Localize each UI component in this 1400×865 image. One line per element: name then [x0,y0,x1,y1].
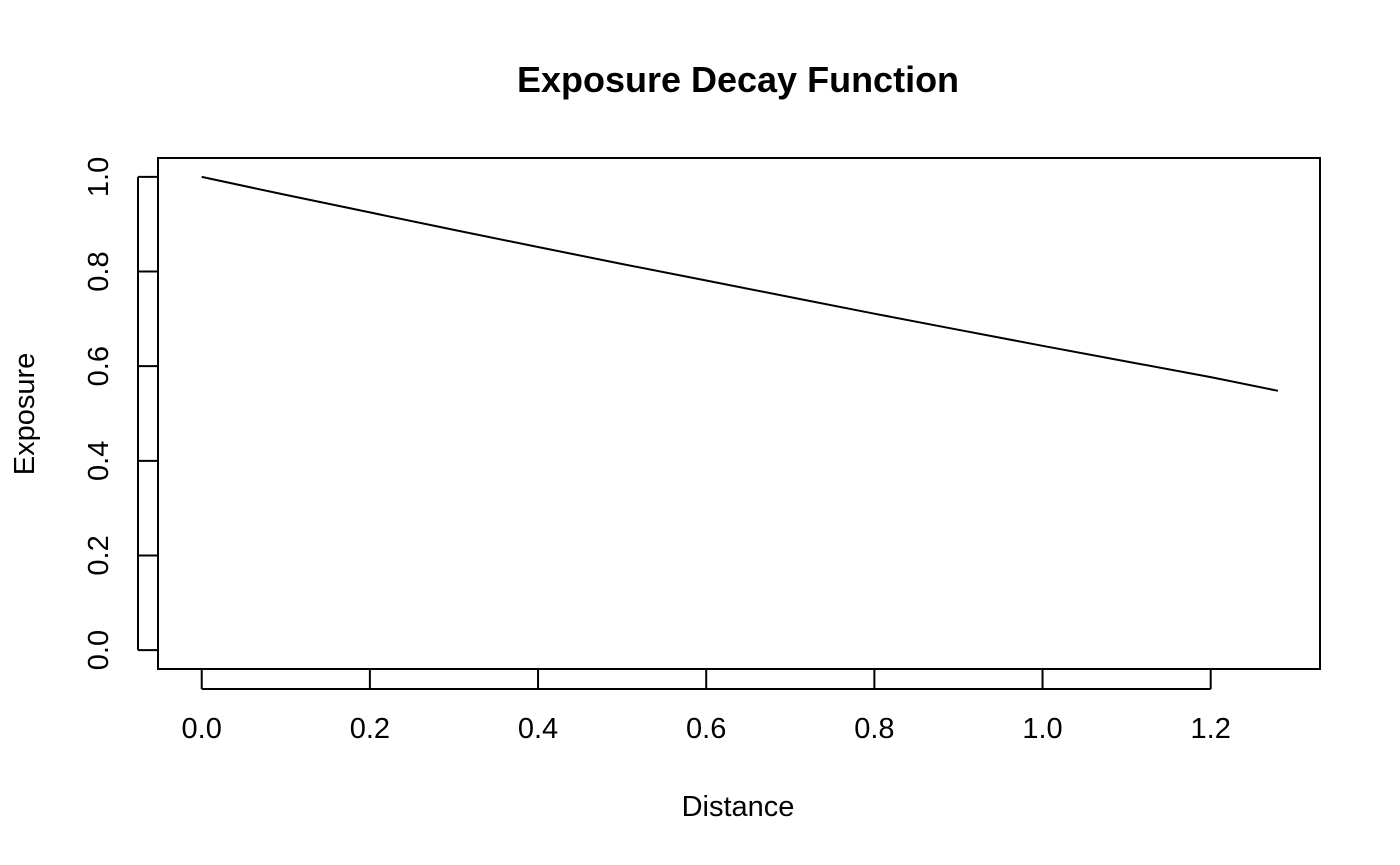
x-tick-label: 0.8 [854,713,894,745]
x-tick-label: 0.0 [182,713,222,745]
y-tick-label: 0.6 [83,346,115,386]
y-axis-label: Exposure [9,353,41,476]
series-layer [201,175,1279,392]
exposure-decay-line [201,175,1279,392]
chart-title: Exposure Decay Function [517,59,959,100]
x-tick-label: 1.0 [1022,713,1062,745]
y-tick-label: 0.0 [83,630,115,670]
x-tick-label: 0.2 [350,713,390,745]
y-tick-label: 0.2 [83,535,115,575]
y-axis: 0.0 0.2 0.4 0.6 0.8 1.0 [83,157,158,670]
y-tick-label: 0.8 [83,251,115,291]
x-tick-label: 0.4 [518,713,558,745]
x-tick-label: 0.6 [686,713,726,745]
x-axis-label: Distance [682,791,795,823]
y-tick-label: 1.0 [83,157,115,197]
x-tick-label: 1.2 [1191,713,1231,745]
plot-area-frame [157,157,1321,670]
y-tick-label: 0.4 [83,441,115,481]
x-axis: 0.0 0.2 0.4 0.6 0.8 1.0 1.2 [182,669,1231,745]
